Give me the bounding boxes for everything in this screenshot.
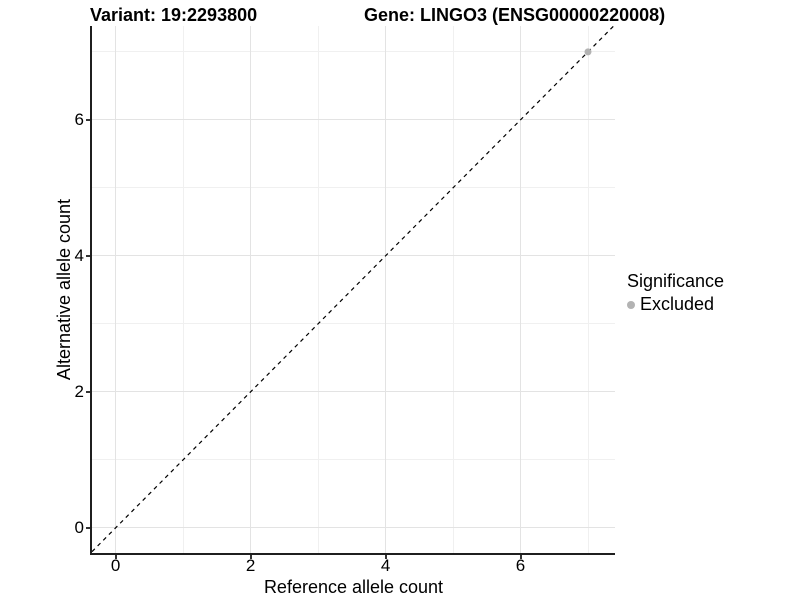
x-tick-mark (519, 555, 522, 559)
variant-title: Variant: 19:2293800 (90, 5, 258, 25)
grid-major-vertical (385, 26, 387, 553)
grid-minor-vertical (317, 26, 319, 553)
gene-title: Gene: LINGO3 (ENSG00000220008) (364, 5, 666, 25)
x-tick-label: 4 (380, 556, 391, 575)
legend-entry: Excluded (627, 294, 724, 315)
grid-minor-horizontal (92, 323, 615, 325)
grid-minor-vertical (587, 26, 589, 553)
legend-title: Significance (627, 271, 725, 291)
grid-major-horizontal (92, 255, 615, 257)
y-tick-label: 0 (74, 517, 84, 537)
data-point (584, 48, 592, 56)
x-tick-label: 0 (110, 556, 121, 575)
grid-major-vertical (250, 26, 252, 553)
y-axis-title: Alternative allele count (54, 198, 74, 381)
grid-minor-horizontal (92, 51, 615, 53)
grid-major-vertical (115, 26, 117, 553)
x-tick-mark (384, 555, 387, 559)
y-tick-mark (86, 254, 90, 257)
y-tick-mark (86, 526, 90, 529)
plot-panel (90, 26, 615, 555)
y-tick-mark (86, 118, 90, 121)
grid-major-horizontal (92, 391, 615, 393)
x-tick-mark (249, 555, 252, 559)
plot-layer (92, 26, 615, 553)
grid-minor-vertical (452, 26, 454, 553)
x-axis-title: Reference allele count (263, 577, 444, 597)
x-tick-label: 2 (245, 556, 256, 575)
legend-key-dot (627, 300, 635, 309)
grid-major-horizontal (92, 527, 615, 529)
grid-minor-horizontal (92, 187, 615, 189)
x-tick-label: 6 (515, 556, 526, 575)
x-tick-mark (114, 555, 117, 559)
grid-major-vertical (520, 26, 522, 553)
legend-entry-label: Excluded (640, 294, 715, 314)
identity-line (92, 26, 615, 553)
legend: Significance Excluded (627, 271, 724, 315)
grid-major-horizontal (92, 119, 615, 121)
y-tick-label: 4 (74, 245, 84, 265)
grid-minor-vertical (182, 26, 184, 553)
grid-minor-horizontal (92, 459, 615, 461)
y-tick-label: 2 (74, 381, 84, 401)
y-tick-mark (86, 390, 90, 393)
y-tick-label: 6 (74, 109, 84, 129)
